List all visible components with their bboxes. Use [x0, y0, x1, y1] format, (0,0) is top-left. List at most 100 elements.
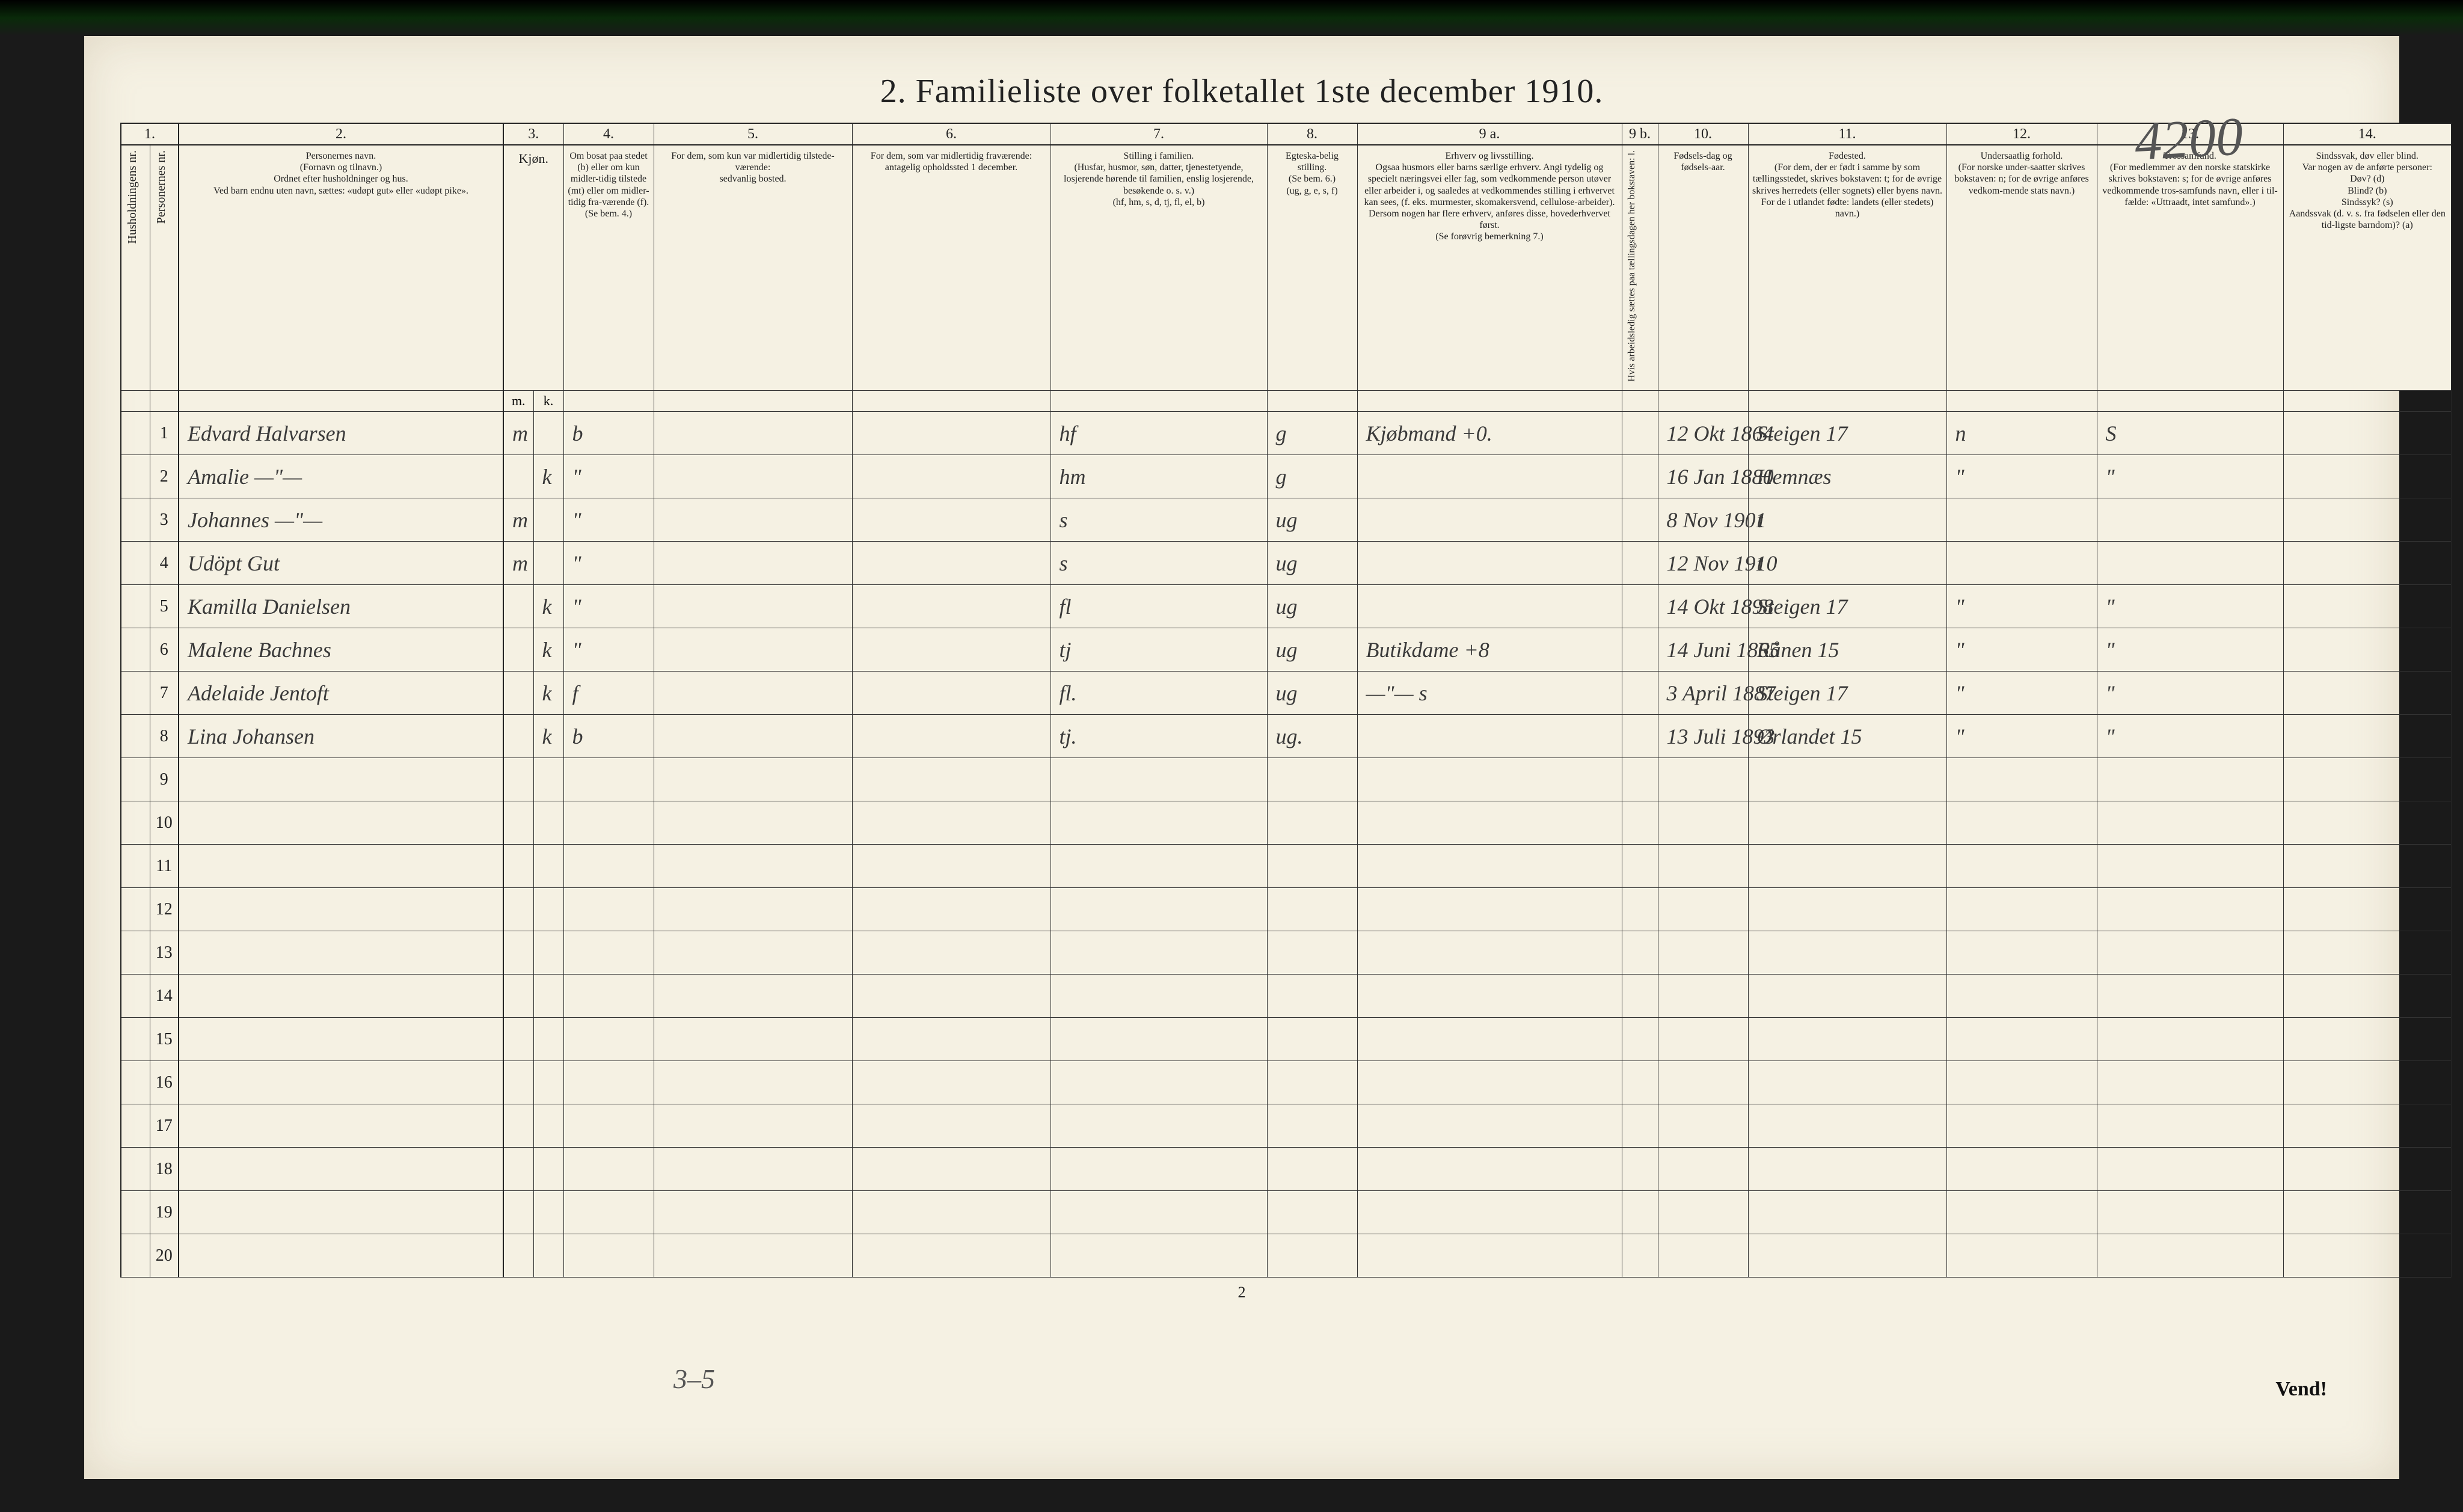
cell: " — [2097, 455, 2283, 498]
cell — [1946, 1018, 2097, 1061]
cell: Lina Johansen — [179, 715, 503, 758]
cell: Kamilla Danielsen — [179, 585, 503, 628]
cell — [2097, 888, 2283, 931]
cell — [2283, 715, 2452, 758]
handwritten-bottom: 3–5 — [673, 1363, 715, 1395]
cell — [1946, 845, 2097, 888]
header-birth-date: Fødsels-dag og fødsels-aar. — [1658, 145, 1748, 391]
cell — [1622, 412, 1658, 455]
cell — [1748, 758, 1946, 801]
cell — [1622, 455, 1658, 498]
cell — [503, 931, 533, 975]
cell: 6 — [150, 628, 179, 672]
cell — [533, 412, 563, 455]
cell — [1357, 888, 1622, 931]
cell — [1622, 715, 1658, 758]
header-marital-status: Egteska-belig stilling. (Se bem. 6.) (ug… — [1267, 145, 1357, 391]
cell: 3 — [150, 498, 179, 542]
cell — [2283, 1148, 2452, 1191]
cell: Johannes —"— — [179, 498, 503, 542]
cell — [1658, 801, 1748, 845]
cell: " — [563, 455, 654, 498]
cell — [503, 1191, 533, 1234]
cell — [1357, 1148, 1622, 1191]
cell — [2097, 975, 2283, 1018]
colnum-14: 14. — [2283, 123, 2452, 145]
cell: ug — [1267, 628, 1357, 672]
cell — [121, 1191, 150, 1234]
cell — [1658, 758, 1748, 801]
cell — [852, 975, 1051, 1018]
cell — [1267, 1234, 1357, 1278]
cell — [2097, 1234, 2283, 1278]
cell — [1622, 1191, 1658, 1234]
cell — [1622, 888, 1658, 931]
cell — [654, 412, 852, 455]
header-religion: Trossamfund. (For medlemmer av den norsk… — [2097, 145, 2283, 391]
cell — [1748, 1191, 1946, 1234]
header-unemployed-text: Hvis arbeidsledig sættes paa tællingsdag… — [1626, 150, 1654, 382]
cell — [2283, 801, 2452, 845]
cell — [1051, 845, 1267, 888]
cell: 18 — [150, 1148, 179, 1191]
cell — [503, 758, 533, 801]
table-row: 3Johannes —"—m"sug8 Nov 1901t — [121, 498, 2452, 542]
cell — [1267, 888, 1357, 931]
cell — [503, 1234, 533, 1278]
cell — [179, 975, 503, 1018]
cell — [179, 758, 503, 801]
cell: Butikdame +8 — [1357, 628, 1622, 672]
header-row: Husholdningens nr. Personernes nr. Perso… — [121, 145, 2452, 391]
cell — [654, 715, 852, 758]
cell — [179, 1061, 503, 1104]
cell — [2283, 542, 2452, 585]
vend-label: Vend! — [2275, 1378, 2327, 1401]
cell — [563, 1191, 654, 1234]
header-household-nr: Husholdningens nr. — [121, 145, 150, 391]
cell — [1946, 801, 2097, 845]
cell — [2097, 931, 2283, 975]
cell — [1622, 628, 1658, 672]
cell — [852, 715, 1051, 758]
mk-blank-7 — [1051, 391, 1267, 412]
mk-blank-9a — [1357, 391, 1622, 412]
cell: b — [563, 412, 654, 455]
cell: " — [1946, 715, 2097, 758]
cell — [121, 715, 150, 758]
colnum-8: 8. — [1267, 123, 1357, 145]
mk-blank-2 — [179, 391, 503, 412]
cell — [1357, 542, 1622, 585]
cell: m — [503, 412, 533, 455]
cell — [533, 975, 563, 1018]
colnum-9a: 9 a. — [1357, 123, 1622, 145]
cell — [1357, 585, 1622, 628]
cell — [503, 585, 533, 628]
cell — [1051, 1018, 1267, 1061]
cell — [1267, 931, 1357, 975]
cell — [1051, 1148, 1267, 1191]
cell — [654, 628, 852, 672]
cell — [121, 498, 150, 542]
cell — [1748, 888, 1946, 931]
cell — [1622, 542, 1658, 585]
cell — [852, 1234, 1051, 1278]
cell — [2097, 1191, 2283, 1234]
cell — [1622, 975, 1658, 1018]
table-row: 11 — [121, 845, 2452, 888]
cell: 12 — [150, 888, 179, 931]
cell — [533, 801, 563, 845]
cell: f — [563, 672, 654, 715]
cell: 14 Okt 1898 — [1658, 585, 1748, 628]
cell — [1357, 758, 1622, 801]
table-row: 7Adelaide Jentoftkffl.ug—"— s3 April 188… — [121, 672, 2452, 715]
table-row: 20 — [121, 1234, 2452, 1278]
cell — [1658, 1061, 1748, 1104]
cell: b — [563, 715, 654, 758]
cell — [852, 888, 1051, 931]
cell — [1946, 1191, 2097, 1234]
colnum-7: 7. — [1051, 123, 1267, 145]
cell — [1622, 1061, 1658, 1104]
cell — [563, 888, 654, 931]
cell — [1658, 1234, 1748, 1278]
cell — [1267, 1191, 1357, 1234]
